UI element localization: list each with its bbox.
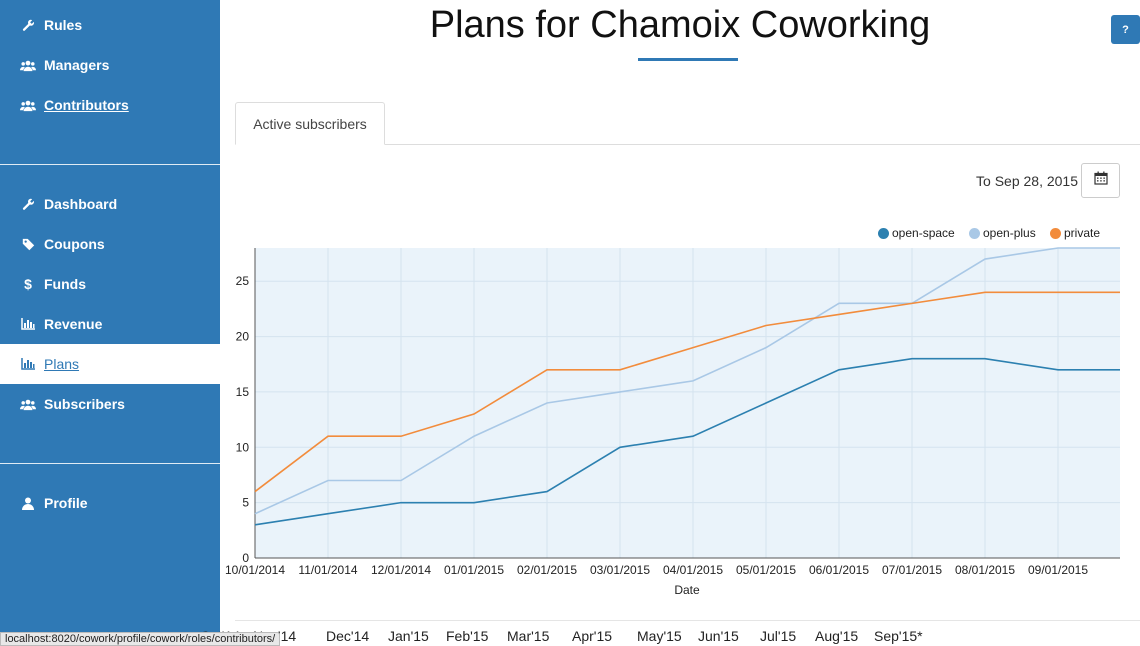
y-tick-label: 0 — [242, 551, 249, 565]
users-icon — [20, 99, 36, 112]
bar-chart-icon — [20, 318, 36, 330]
sidebar-item-rules[interactable]: Rules — [0, 5, 220, 45]
legend-dot — [878, 227, 889, 239]
wrench-icon — [20, 19, 36, 32]
y-tick-label: 5 — [242, 496, 249, 510]
range-month-label: Apr'15 — [572, 628, 613, 644]
wrench-icon — [20, 198, 36, 211]
sidebar-item-coupons[interactable]: Coupons — [0, 224, 220, 264]
sidebar: Rules Managers Contributors Dashboard Co… — [0, 0, 220, 644]
sidebar-item-plans[interactable]: Plans — [0, 344, 220, 384]
sidebar-item-contributors[interactable]: Contributors — [0, 85, 220, 125]
x-tick-label: 07/01/2015 — [882, 563, 942, 577]
tag-icon — [20, 238, 36, 251]
range-month-label: Jul'15 — [760, 628, 797, 644]
range-selector[interactable] — [235, 620, 1140, 644]
x-tick-label: 05/01/2015 — [736, 563, 796, 577]
range-month-label: Jan'15 — [388, 628, 429, 644]
sidebar-item-revenue[interactable]: Revenue — [0, 304, 220, 344]
tab-active-subscribers[interactable]: Active subscribers — [235, 102, 385, 145]
sidebar-item-label: Dashboard — [44, 196, 118, 212]
date-picker-button[interactable] — [1081, 163, 1120, 198]
range-month-label: Feb'15 — [446, 628, 489, 644]
main-content: Plans for Chamoix Coworking ? Active sub… — [200, 0, 1140, 644]
date-filter-label: To Sep 28, 2015 — [976, 173, 1078, 189]
line-chart: 0 5 10 15 20 25 10/01/2014 11/01/2014 12/01/2014… — [225, 247, 1120, 597]
sidebar-item-funds[interactable]: $ Funds — [0, 264, 220, 304]
range-month-label: Aug'15 — [815, 628, 859, 644]
legend-item-private[interactable]: private — [1050, 226, 1100, 240]
sidebar-item-label: Contributors — [44, 97, 129, 113]
sidebar-item-label: Revenue — [44, 316, 103, 332]
x-tick-label: 12/01/2014 — [371, 563, 431, 577]
sidebar-item-subscribers[interactable]: Subscribers — [0, 384, 220, 424]
series-line-private — [254, 291, 1120, 493]
y-tick-label: 15 — [236, 385, 250, 399]
tabs-divider — [235, 144, 1140, 145]
users-icon — [20, 398, 36, 411]
sidebar-item-label: Plans — [44, 356, 80, 372]
range-month-label: Dec'14 — [326, 628, 370, 644]
range-month-label: Jun'15 — [698, 628, 739, 644]
sidebar-item-managers[interactable]: Managers — [0, 45, 220, 85]
sidebar-item-label: Funds — [44, 276, 86, 292]
help-button[interactable]: ? — [1111, 15, 1140, 44]
user-icon — [20, 497, 36, 510]
legend-item-open-plus[interactable]: open-plus — [969, 226, 1036, 240]
sidebar-item-label: Coupons — [44, 236, 105, 252]
x-tick-label: 04/01/2015 — [663, 563, 723, 577]
y-tick-label: 20 — [236, 330, 250, 344]
x-tick-label: 08/01/2015 — [955, 563, 1015, 577]
sidebar-item-label: Rules — [44, 17, 83, 33]
legend-label: open-space — [892, 226, 955, 240]
y-tick-label: 25 — [236, 274, 250, 288]
range-month-label: Mar'15 — [507, 628, 550, 644]
bar-chart-icon — [20, 358, 36, 370]
page-title: Plans for Chamoix Coworking — [429, 4, 931, 46]
x-axis-label: Date — [674, 583, 700, 597]
x-tick-label: 09/01/2015 — [1028, 563, 1088, 577]
sidebar-divider — [0, 463, 220, 464]
sidebar-divider — [0, 164, 220, 165]
title-underline — [638, 58, 738, 61]
users-icon — [20, 59, 36, 72]
range-month-label: May'15 — [637, 628, 682, 644]
sidebar-item-label: Profile — [44, 495, 88, 511]
legend-item-open-space[interactable]: open-space — [878, 226, 955, 240]
x-tick-label: 01/01/2015 — [444, 563, 504, 577]
calendar-icon — [1093, 171, 1108, 190]
y-tick-label: 10 — [236, 440, 250, 454]
range-month-label: Sep'15* — [874, 628, 923, 644]
legend-label: private — [1064, 226, 1101, 240]
series-line-open-plus — [254, 247, 1120, 515]
sidebar-item-label: Managers — [44, 57, 110, 73]
dollar-icon: $ — [24, 276, 32, 292]
sidebar-item-profile[interactable]: Profile — [0, 483, 220, 523]
series-line-open-space — [254, 357, 1120, 526]
legend-dot — [1050, 227, 1061, 239]
legend-dot — [969, 227, 980, 239]
x-tick-label: 03/01/2015 — [590, 563, 650, 577]
x-tick-label: 10/01/2014 — [225, 563, 285, 577]
x-tick-label: 06/01/2015 — [809, 563, 869, 577]
legend-label: open-plus — [983, 226, 1036, 240]
sidebar-item-label: Subscribers — [44, 396, 125, 412]
sidebar-item-dashboard[interactable]: Dashboard — [0, 184, 220, 224]
x-tick-label: 11/01/2014 — [298, 563, 357, 577]
plot-background — [255, 248, 1120, 558]
x-tick-label: 02/01/2015 — [517, 563, 577, 577]
